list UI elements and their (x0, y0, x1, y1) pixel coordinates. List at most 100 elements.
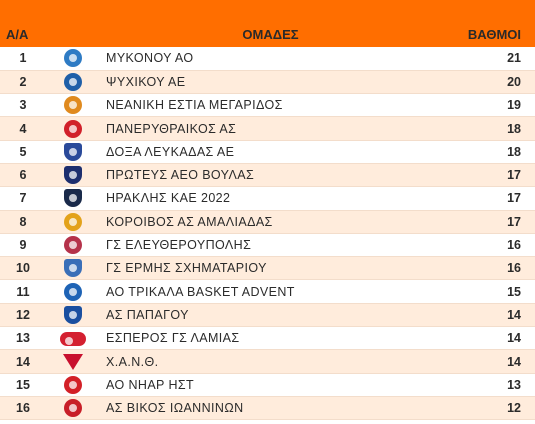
logo-cell (46, 233, 100, 258)
points-column-header[interactable]: ΒΑΘΜΟΙ (467, 27, 521, 42)
megaridos-logo-icon (64, 96, 82, 115)
table-row[interactable]: 6 ΠΡΩΤΕΥΣ ΑΕΟ ΒΟΥΛΑΣ 17 (0, 163, 535, 188)
position-cell: 4 (0, 116, 46, 141)
logo-cell (46, 116, 100, 141)
position-cell: 16 (0, 396, 46, 421)
standings-header-row: Α/Α ΟΜΑΔΕΣ ΒΑΘΜΟΙ (0, 0, 535, 47)
position-cell: 9 (0, 233, 46, 258)
team-name-cell[interactable]: ΠΡΩΤΕΥΣ ΑΕΟ ΒΟΥΛΑΣ (100, 163, 441, 188)
table-row[interactable]: 9 ΓΣ ΕΛΕΥΘΕΡΟΥΠΟΛΗΣ 16 (0, 233, 535, 258)
table-row[interactable]: 16 ΑΣ ΒΙΚΟΣ ΙΩΑΝΝΙΝΩΝ 12 (0, 396, 535, 421)
team-name-cell[interactable]: ΑΟ ΝΗΑΡ ΗΣΤ (100, 373, 441, 397)
table-row[interactable]: 8 ΚΟΡΟΙΒΟΣ ΑΣ ΑΜΑΛΙΑΔΑΣ 17 (0, 210, 535, 234)
points-cell: 15 (441, 279, 535, 304)
points-cell: 17 (441, 186, 535, 211)
logo-cell (46, 47, 100, 71)
position-cell: 5 (0, 140, 46, 164)
position-cell: 13 (0, 326, 46, 351)
logo-cell (46, 303, 100, 328)
logo-cell (46, 186, 100, 211)
team-name-cell[interactable]: ΔΟΞΑ ΛΕΥΚΑΔΑΣ ΑΕ (100, 140, 441, 164)
psychiko-logo-icon (64, 72, 82, 91)
iraklis-logo-icon (64, 189, 82, 208)
logo-column-header (46, 0, 100, 47)
logo-cell (46, 396, 100, 421)
position-cell: 8 (0, 210, 46, 234)
table-row[interactable]: 13 ΕΣΠΕΡΟΣ ΓΣ ΛΑΜΙΑΣ 14 (0, 326, 535, 351)
team-name-cell[interactable]: ΚΟΡΟΙΒΟΣ ΑΣ ΑΜΑΛΙΑΔΑΣ (100, 210, 441, 234)
team-name-cell[interactable]: ΑΣ ΒΙΚΟΣ ΙΩΑΝΝΙΝΩΝ (100, 396, 441, 421)
table-row[interactable]: 11 ΑΟ ΤΡΙΚΑΛΑ BASKET ADVENT 15 (0, 279, 535, 304)
team-name-cell[interactable]: ΓΣ ΕΛΕΥΘΕΡΟΥΠΟΛΗΣ (100, 233, 441, 258)
team-name-cell[interactable]: ΑΣ ΠΑΠΑΓΟΥ (100, 303, 441, 328)
table-row[interactable]: 3 ΝΕΑΝΙΚΗ ΕΣΤΙΑ ΜΕΓΑΡΙΔΟΣ 19 (0, 93, 535, 118)
koroivos-logo-icon (64, 212, 82, 231)
proteus-logo-icon (64, 166, 82, 185)
points-cell: 20 (441, 70, 535, 95)
position-cell: 15 (0, 373, 46, 397)
table-row[interactable]: 5 ΔΟΞΑ ΛΕΥΚΑΔΑΣ ΑΕ 18 (0, 140, 535, 164)
position-cell: 12 (0, 303, 46, 328)
points-cell: 16 (441, 256, 535, 281)
panerythraikos-logo-icon (64, 119, 82, 138)
points-cell: 12 (441, 396, 535, 421)
team-name-cell[interactable]: Χ.Α.Ν.Θ. (100, 349, 441, 374)
team-name-cell[interactable]: ΕΣΠΕΡΟΣ ΓΣ ΛΑΜΙΑΣ (100, 326, 441, 351)
position-column-header[interactable]: Α/Α (6, 27, 29, 42)
team-name-cell[interactable]: ΗΡΑΚΛΗΣ ΚΑΕ 2022 (100, 186, 441, 211)
team-name-cell[interactable]: ΜΥΚΟΝΟΥ ΑΟ (100, 47, 441, 71)
table-row[interactable]: 7 ΗΡΑΚΛΗΣ ΚΑΕ 2022 17 (0, 186, 535, 211)
table-row[interactable]: 15 ΑΟ ΝΗΑΡ ΗΣΤ 13 (0, 373, 535, 397)
table-row[interactable]: 10 ΓΣ ΕΡΜΗΣ ΣΧΗΜΑΤΑΡΙΟΥ 16 (0, 256, 535, 281)
vikos-logo-icon (64, 399, 82, 418)
position-cell: 7 (0, 186, 46, 211)
points-cell: 21 (441, 47, 535, 71)
table-row[interactable]: 12 ΑΣ ΠΑΠΑΓΟΥ 14 (0, 303, 535, 328)
points-cell: 18 (441, 140, 535, 164)
standings-body: 1 ΜΥΚΟΝΟΥ ΑΟ 21 2 ΨΥΧΙΚΟΥ ΑΕ 20 3 ΝΕΑΝΙΚΗ ΕΣΤΙΑ… (0, 47, 535, 421)
papagou-logo-icon (64, 305, 82, 324)
esperos-logo-icon (60, 331, 86, 346)
points-cell: 14 (441, 303, 535, 328)
team-column-header[interactable]: ΟΜΑΔΕΣ (242, 27, 299, 42)
points-cell: 17 (441, 210, 535, 234)
logo-cell (46, 70, 100, 95)
position-cell: 2 (0, 70, 46, 95)
points-cell: 13 (441, 373, 535, 397)
position-cell: 14 (0, 349, 46, 374)
team-name-cell[interactable]: ΑΟ ΤΡΙΚΑΛΑ BASKET ADVENT (100, 279, 441, 304)
trikala-logo-icon (64, 282, 82, 301)
logo-cell (46, 373, 100, 397)
logo-cell (46, 210, 100, 234)
team-name-cell[interactable]: ΝΕΑΝΙΚΗ ΕΣΤΙΑ ΜΕΓΑΡΙΔΟΣ (100, 93, 441, 118)
position-cell: 1 (0, 47, 46, 71)
logo-cell (46, 93, 100, 118)
logo-cell (46, 256, 100, 281)
xanth-logo-icon (63, 353, 83, 370)
position-cell: 10 (0, 256, 46, 281)
team-name-cell[interactable]: ΓΣ ΕΡΜΗΣ ΣΧΗΜΑΤΑΡΙΟΥ (100, 256, 441, 281)
team-name-cell[interactable]: ΨΥΧΙΚΟΥ ΑΕ (100, 70, 441, 95)
doxa-lefkadas-logo-icon (64, 142, 82, 161)
table-row[interactable]: 1 ΜΥΚΟΝΟΥ ΑΟ 21 (0, 47, 535, 71)
eleftheroupolis-logo-icon (64, 236, 82, 255)
points-cell: 14 (441, 349, 535, 374)
logo-cell (46, 349, 100, 374)
position-cell: 6 (0, 163, 46, 188)
ermis-logo-icon (64, 259, 82, 278)
niar-logo-icon (64, 375, 82, 394)
points-cell: 16 (441, 233, 535, 258)
logo-cell (46, 163, 100, 188)
table-row[interactable]: 14 Χ.Α.Ν.Θ. 14 (0, 349, 535, 374)
points-cell: 17 (441, 163, 535, 188)
points-cell: 18 (441, 116, 535, 141)
logo-cell (46, 140, 100, 164)
table-row[interactable]: 4 ΠΑΝΕΡΥΘΡΑΙΚΟΣ ΑΣ 18 (0, 116, 535, 141)
table-row[interactable]: 2 ΨΥΧΙΚΟΥ ΑΕ 20 (0, 70, 535, 95)
team-name-cell[interactable]: ΠΑΝΕΡΥΘΡΑΙΚΟΣ ΑΣ (100, 116, 441, 141)
logo-cell (46, 279, 100, 304)
position-cell: 11 (0, 279, 46, 304)
logo-cell (46, 326, 100, 351)
mykonos-logo-icon (64, 49, 82, 68)
